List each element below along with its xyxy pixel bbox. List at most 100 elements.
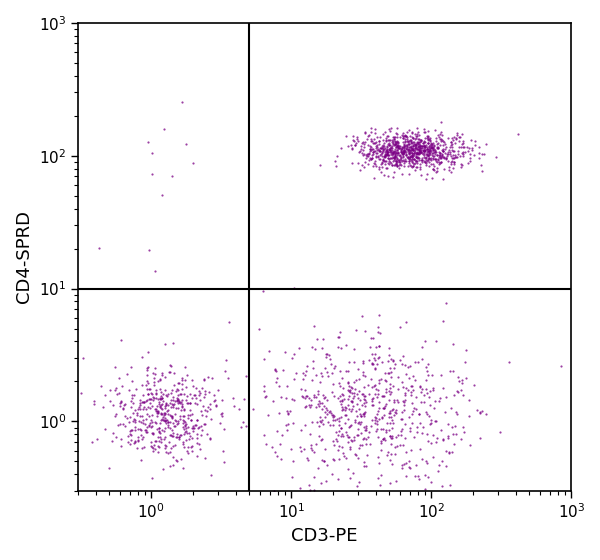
Point — [271, 377, 281, 386]
Point — [155, 376, 165, 385]
Point — [376, 167, 385, 176]
Point — [426, 418, 436, 427]
Point — [161, 415, 171, 424]
Point — [182, 398, 192, 407]
Point — [163, 417, 173, 426]
Point — [425, 143, 435, 152]
Point — [418, 138, 427, 147]
Point — [169, 393, 178, 402]
Point — [452, 153, 462, 162]
Point — [187, 423, 197, 432]
Point — [398, 128, 407, 137]
Point — [137, 352, 147, 361]
Point — [158, 464, 168, 473]
Point — [419, 141, 428, 150]
Point — [423, 132, 433, 141]
Point — [449, 153, 458, 162]
Point — [374, 165, 383, 174]
X-axis label: CD3-PE: CD3-PE — [292, 527, 358, 545]
Point — [400, 391, 410, 400]
Point — [423, 134, 433, 143]
Point — [359, 422, 368, 431]
Point — [365, 142, 375, 151]
Point — [408, 141, 418, 150]
Point — [339, 452, 349, 461]
Point — [370, 364, 380, 373]
Point — [418, 146, 428, 155]
Point — [337, 343, 346, 352]
Point — [126, 431, 136, 440]
Point — [416, 388, 426, 397]
Point — [420, 470, 430, 479]
Point — [152, 407, 161, 416]
Point — [415, 155, 424, 164]
Point — [427, 370, 437, 379]
Point — [300, 403, 310, 412]
Point — [400, 397, 409, 406]
Point — [148, 430, 157, 438]
Point — [421, 149, 431, 158]
Point — [413, 135, 422, 144]
Point — [157, 414, 167, 423]
Point — [418, 423, 428, 432]
Point — [324, 407, 334, 416]
Point — [147, 389, 157, 398]
Point — [173, 399, 183, 408]
Point — [405, 151, 415, 160]
Point — [396, 147, 406, 156]
Point — [116, 336, 125, 345]
Point — [366, 146, 376, 155]
Point — [475, 409, 484, 418]
Point — [371, 147, 380, 156]
Point — [358, 435, 367, 444]
Point — [380, 151, 389, 160]
Point — [155, 384, 165, 393]
Point — [285, 406, 295, 415]
Point — [150, 445, 160, 454]
Point — [428, 165, 438, 174]
Point — [341, 340, 350, 349]
Point — [165, 361, 175, 370]
Point — [284, 409, 293, 418]
Point — [407, 152, 416, 161]
Point — [160, 402, 170, 410]
Point — [374, 474, 383, 483]
Point — [356, 146, 365, 155]
Point — [192, 416, 202, 424]
Point — [204, 388, 214, 397]
Point — [341, 404, 350, 413]
Point — [155, 428, 164, 437]
Point — [392, 396, 401, 405]
Point — [346, 141, 356, 150]
Point — [375, 329, 385, 338]
Point — [368, 162, 378, 171]
Point — [165, 423, 175, 432]
Point — [433, 143, 442, 152]
Point — [163, 423, 173, 432]
Point — [140, 425, 150, 434]
Point — [191, 394, 201, 403]
Point — [383, 356, 392, 365]
Point — [384, 150, 394, 159]
Point — [149, 381, 158, 390]
Point — [176, 390, 185, 399]
Point — [161, 399, 170, 408]
Point — [428, 142, 438, 151]
Point — [319, 390, 328, 399]
Point — [350, 416, 360, 424]
Point — [382, 150, 392, 158]
Point — [432, 164, 442, 173]
Point — [377, 142, 387, 151]
Point — [359, 434, 368, 443]
Point — [418, 342, 427, 351]
Point — [242, 421, 251, 430]
Point — [165, 367, 175, 376]
Point — [331, 427, 340, 436]
Point — [404, 170, 414, 179]
Point — [374, 137, 383, 146]
Point — [401, 150, 411, 158]
Point — [399, 149, 409, 158]
Point — [323, 461, 332, 470]
Point — [402, 133, 412, 142]
Point — [288, 418, 298, 427]
